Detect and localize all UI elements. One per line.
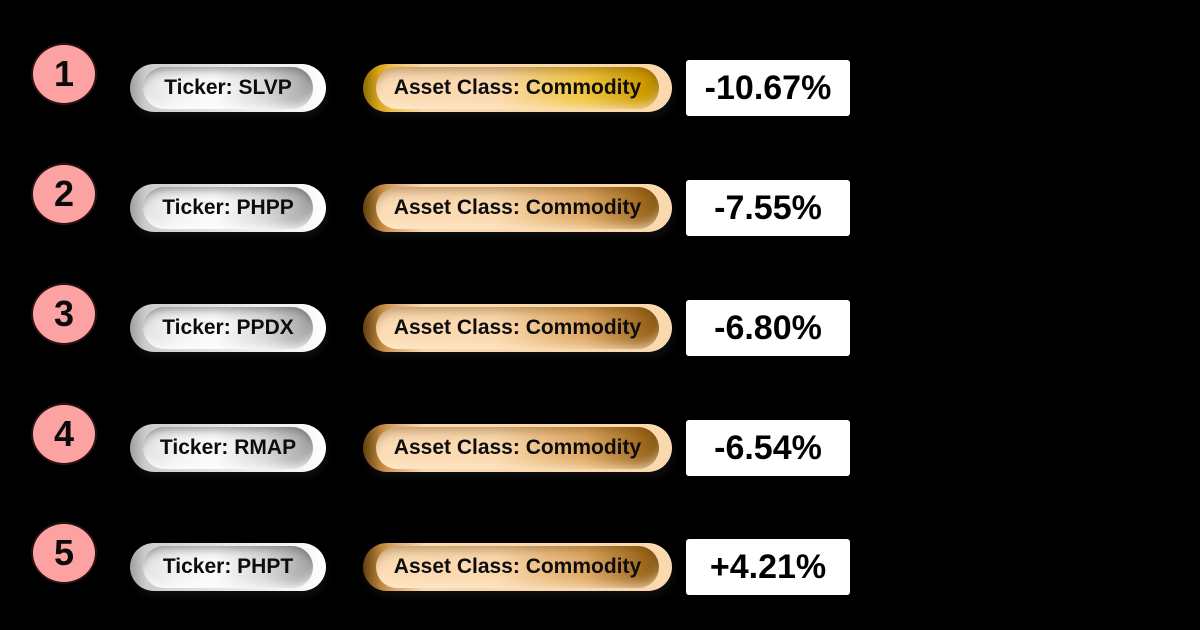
asset-class-pill: Asset Class: Commodity [363,543,672,591]
rank-badge: 1 [31,43,97,105]
ticker-pill: Ticker: SLVP [130,64,326,112]
ticker-pill: Ticker: PHPP [130,184,326,232]
asset-class-pill: Asset Class: Commodity [363,184,672,232]
rank-number: 5 [53,532,75,573]
asset-class-label: Asset Class: Commodity [376,546,659,588]
asset-class-label: Asset Class: Commodity [376,187,659,229]
asset-class-label: Asset Class: Commodity [376,307,659,349]
rank-badge: 4 [31,403,97,465]
pct-change-box: -7.55% [686,180,850,236]
pct-change-value: -7.55% [714,188,822,227]
asset-class-pill: Asset Class: Commodity [363,64,672,112]
rank-number: 2 [53,173,75,214]
asset-class-label: Asset Class: Commodity [376,427,659,469]
pct-change-value: -6.80% [714,308,822,347]
rank-badge: 5 [31,522,97,584]
ticker-label: Ticker: PHPP [143,187,313,229]
rank-number: 3 [53,293,75,334]
asset-class-pill: Asset Class: Commodity [363,424,672,472]
ticker-label: Ticker: RMAP [143,427,313,469]
ticker-pill: Ticker: PPDX [130,304,326,352]
pct-change-box: -10.67% [686,60,850,116]
asset-class-pill: Asset Class: Commodity [363,304,672,352]
ticker-label: Ticker: PPDX [143,307,313,349]
ticker-pill: Ticker: PHPT [130,543,326,591]
rank-badge: 2 [31,163,97,225]
rank-number: 1 [53,53,75,94]
pct-change-value: -6.54% [714,428,822,467]
rank-badge: 3 [31,283,97,345]
ticker-label: Ticker: PHPT [143,546,313,588]
pct-change-value: -10.67% [704,68,832,107]
ticker-label: Ticker: SLVP [143,67,313,109]
pct-change-box: -6.80% [686,300,850,356]
rank-number: 4 [53,413,75,454]
pct-change-box: -6.54% [686,420,850,476]
asset-class-label: Asset Class: Commodity [376,67,659,109]
ticker-pill: Ticker: RMAP [130,424,326,472]
pct-change-value: +4.21% [709,547,827,586]
pct-change-box: +4.21% [686,539,850,595]
